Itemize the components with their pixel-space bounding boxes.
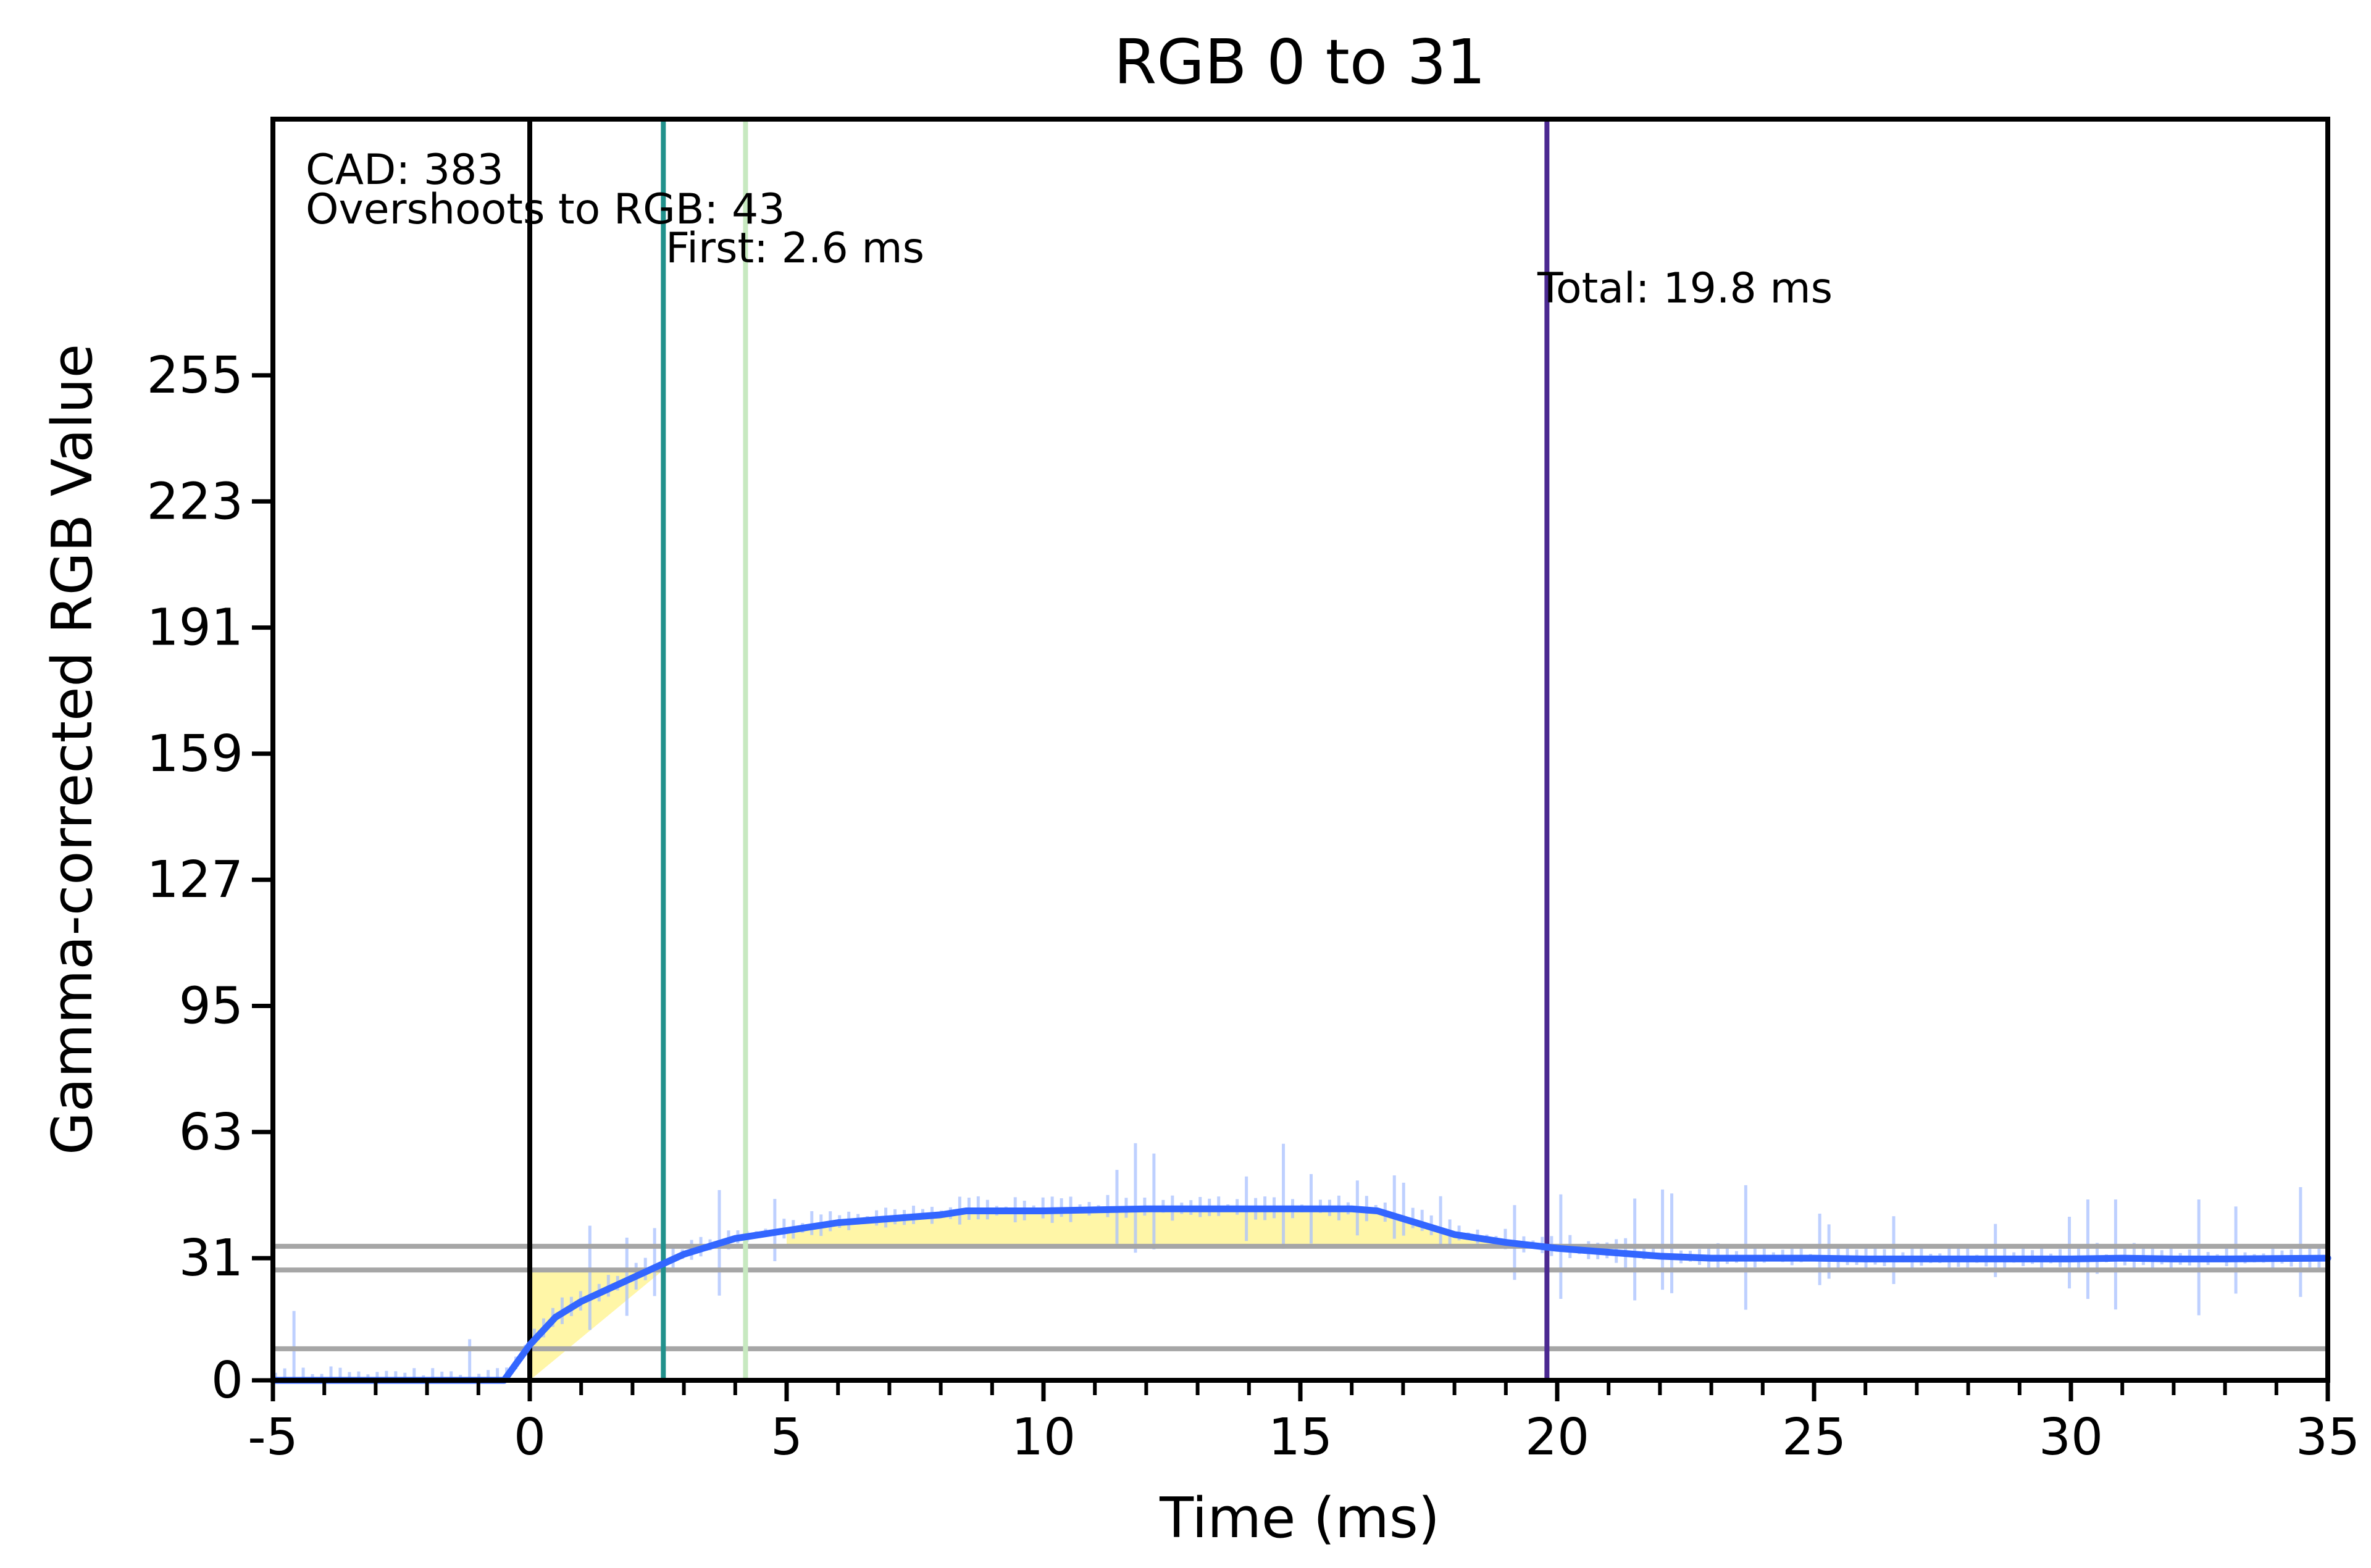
x-tick-label: -5 xyxy=(248,1408,298,1467)
y-tick-label: 31 xyxy=(179,1229,243,1288)
y-tick-label: 159 xyxy=(146,725,243,783)
x-tick-label: 20 xyxy=(1525,1408,1589,1467)
x-tick-label: 30 xyxy=(2039,1408,2103,1467)
x-axis-label: Time (ms) xyxy=(1159,1486,1440,1551)
x-tick-label: 35 xyxy=(2296,1408,2360,1467)
annotation-overshoot: Overshoots to RGB: 43 xyxy=(306,185,785,234)
plot-area xyxy=(269,117,2331,1384)
threshold-lines xyxy=(273,1243,2328,1351)
x-tick-label: 25 xyxy=(1782,1408,1846,1467)
y-tick-label: 191 xyxy=(146,599,243,657)
y-tick-label: 95 xyxy=(179,977,243,1035)
marker-lines xyxy=(527,119,1550,1380)
annotation-cad: CAD: 383 xyxy=(306,146,504,194)
x-tick-label: 10 xyxy=(1011,1408,1076,1467)
y-axis-label: Gamma-corrected RGB Value xyxy=(40,344,105,1155)
y-tick-label: 127 xyxy=(146,851,243,909)
y-tick-label: 0 xyxy=(211,1351,243,1410)
y-tick-label: 63 xyxy=(179,1103,243,1162)
series-line xyxy=(269,1205,2331,1384)
x-axis: -5 0 5 10 15 20 25 30 35 xyxy=(248,1380,2360,1467)
y-tick-label: 255 xyxy=(146,346,243,405)
x-tick-label: 0 xyxy=(514,1408,546,1467)
series-layer xyxy=(269,1205,2331,1384)
chart-title: RGB 0 to 31 xyxy=(1114,26,1486,98)
plot-frame xyxy=(270,117,2330,1383)
annotation-total-response: Total: 19.8 ms xyxy=(1537,264,1833,313)
y-axis: 0 31 63 95 127 159 191 223 255 xyxy=(146,346,273,1410)
y-tick-label: 223 xyxy=(146,472,243,531)
annotation-first-response: First: 2.6 ms xyxy=(666,224,924,273)
x-tick-label: 5 xyxy=(771,1408,803,1467)
x-tick-label: 15 xyxy=(1268,1408,1332,1467)
